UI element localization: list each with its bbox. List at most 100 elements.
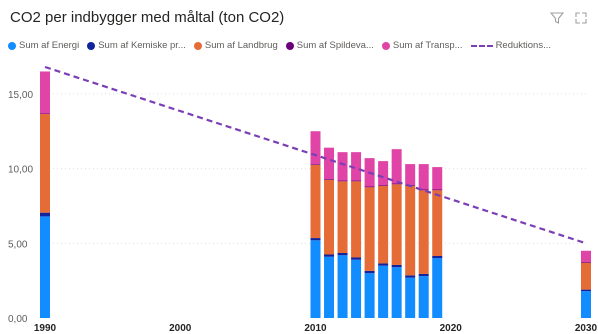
bar-segment[interactable] — [432, 189, 443, 191]
bar-segment[interactable] — [310, 164, 321, 239]
bar-segment[interactable] — [324, 179, 335, 255]
bar-segment[interactable] — [351, 257, 362, 260]
x-tick-label: 2020 — [440, 323, 463, 334]
bar-segment[interactable] — [391, 149, 402, 184]
legend-label: Sum af Transp... — [392, 40, 463, 51]
bar-segment[interactable] — [324, 254, 335, 257]
bar-segment[interactable] — [418, 164, 429, 190]
bar-segment[interactable] — [405, 185, 416, 276]
bar-segment[interactable] — [432, 190, 443, 256]
chart-legend: Sum af Energi Sum af Kemiske pr... Sum a… — [8, 40, 559, 51]
bar-stack[interactable] — [581, 250, 591, 318]
bar-segment[interactable] — [310, 131, 321, 165]
bar-stack[interactable] — [432, 167, 443, 318]
bar-segment[interactable] — [432, 258, 443, 318]
bar-segment[interactable] — [40, 71, 50, 114]
bar-segment[interactable] — [581, 262, 591, 290]
bar-segment[interactable] — [418, 273, 429, 277]
bar-segment[interactable] — [310, 238, 321, 241]
bar-segment[interactable] — [391, 267, 402, 318]
bar-stack[interactable] — [364, 158, 375, 318]
y-tick-label: 5,00 — [8, 239, 28, 250]
bar-segment[interactable] — [378, 185, 389, 264]
bar-segment[interactable] — [364, 187, 375, 271]
legend-swatch — [381, 41, 390, 50]
legend-item-reduktion[interactable]: Reduktions... — [470, 40, 551, 51]
bar-segment[interactable] — [40, 113, 50, 115]
bar-segment[interactable] — [378, 185, 389, 186]
legend-label: Sum af Energi — [19, 40, 80, 51]
y-tick-label: 15,00 — [8, 90, 33, 101]
bar-segment[interactable] — [337, 255, 348, 318]
bar-stack[interactable] — [391, 149, 402, 318]
bar-segment[interactable] — [391, 183, 402, 185]
bar-segment[interactable] — [432, 167, 443, 190]
x-tick-label: 2010 — [304, 323, 327, 334]
bar-segment[interactable] — [324, 147, 335, 180]
focus-mode-icon[interactable] — [574, 11, 588, 25]
legend-item-transport[interactable]: Sum af Transp... — [381, 40, 463, 51]
legend-item-spildevand[interactable]: Sum af Spildeva... — [285, 40, 374, 51]
y-tick-label: 0,00 — [8, 314, 28, 325]
legend-item-landbrug[interactable]: Sum af Landbrug — [193, 40, 278, 51]
bar-stack[interactable] — [418, 164, 429, 318]
bar-stack[interactable] — [405, 164, 416, 318]
bar-segment[interactable] — [405, 275, 416, 278]
bar-segment[interactable] — [351, 259, 362, 318]
bar-segment[interactable] — [40, 212, 50, 217]
bar-stack[interactable] — [351, 152, 362, 318]
legend-swatch — [8, 41, 16, 50]
x-tick-label: 2000 — [169, 323, 192, 334]
reduction-target-line[interactable] — [44, 65, 587, 245]
bar-segment[interactable] — [337, 253, 348, 256]
bar-segment[interactable] — [581, 250, 591, 262]
x-tick-label: 1990 — [34, 323, 57, 334]
legend-item-energi[interactable]: Sum af Energi — [8, 40, 79, 51]
legend-swatch — [470, 44, 493, 47]
bar-segment[interactable] — [378, 161, 389, 186]
bar-segment[interactable] — [324, 179, 335, 180]
bar-stack[interactable] — [310, 131, 321, 318]
bar-segment[interactable] — [418, 189, 429, 191]
bar-stack[interactable] — [378, 161, 389, 318]
bar-segment[interactable] — [378, 265, 389, 318]
bar-stack[interactable] — [324, 147, 335, 318]
bar-segment[interactable] — [337, 181, 348, 254]
bar-segment[interactable] — [40, 216, 50, 318]
filter-icon[interactable] — [550, 11, 564, 25]
bar-segment[interactable] — [418, 190, 429, 274]
bar-segment[interactable] — [40, 114, 50, 213]
legend-swatch — [87, 41, 96, 50]
bar-segment[interactable] — [337, 152, 348, 181]
bar-segment[interactable] — [405, 277, 416, 318]
bar-segment[interactable] — [351, 152, 362, 181]
visual-header-icons — [550, 11, 588, 25]
bar-segment[interactable] — [310, 240, 321, 318]
x-tick-label: 2030 — [575, 323, 598, 334]
bar-segment[interactable] — [391, 184, 402, 265]
bar-stack[interactable] — [40, 71, 50, 318]
bar-segment[interactable] — [351, 181, 362, 258]
bar-segment[interactable] — [581, 291, 591, 318]
bar-segment[interactable] — [351, 180, 362, 182]
bar-segment[interactable] — [364, 186, 375, 188]
reduction-line-layer — [44, 65, 587, 245]
legend-item-kemiske[interactable]: Sum af Kemiske pr... — [87, 40, 186, 51]
bar-segment[interactable] — [418, 276, 429, 318]
bar-segment[interactable] — [391, 264, 402, 268]
y-axis: 0,00 5,00 10,00 15,00 — [8, 90, 33, 325]
bar-segment[interactable] — [324, 256, 335, 318]
x-axis: 1990 2000 2010 2020 2030 — [34, 323, 598, 334]
bar-segment[interactable] — [364, 270, 375, 274]
bar-segment[interactable] — [337, 180, 348, 182]
bar-segment[interactable] — [432, 255, 443, 259]
bar-stack[interactable] — [337, 152, 348, 318]
bar-segment[interactable] — [310, 164, 321, 165]
bar-segment[interactable] — [364, 273, 375, 318]
legend-label: Sum af Spildeva... — [296, 40, 374, 51]
bar-segment[interactable] — [581, 289, 591, 292]
bar-segment[interactable] — [405, 164, 416, 186]
bar-segment[interactable] — [581, 261, 591, 263]
bar-segment[interactable] — [378, 263, 389, 266]
